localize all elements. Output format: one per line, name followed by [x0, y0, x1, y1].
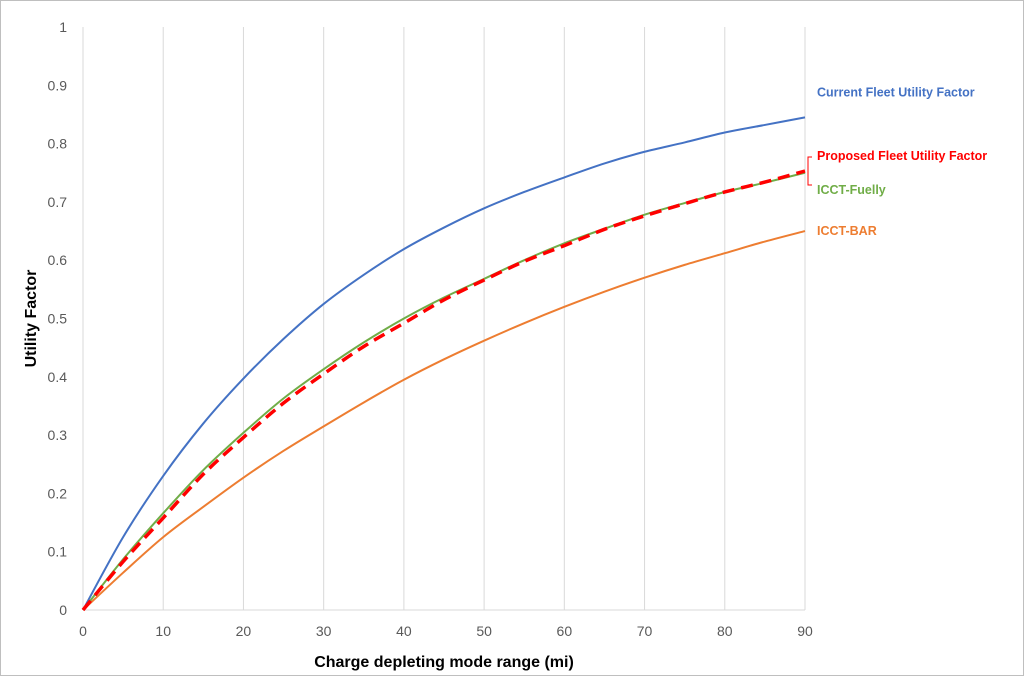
- x-tick-label: 50: [476, 623, 492, 639]
- series-label: Current Fleet Utility Factor: [817, 85, 975, 99]
- series-lines: [81, 116, 806, 612]
- y-axis-title: Utility Factor: [23, 270, 40, 368]
- x-tick-label: 70: [637, 623, 653, 639]
- y-tick-label: 0.7: [48, 194, 68, 210]
- series-label: ICCT-BAR: [817, 224, 877, 238]
- series-line-current-fleet-utility-factor: [82, 116, 806, 611]
- series-label: Proposed Fleet Utility Factor: [817, 149, 987, 163]
- label-leader: [807, 156, 812, 186]
- y-tick-label: 0.2: [48, 485, 68, 501]
- series-label: ICCT-Fuelly: [817, 183, 886, 197]
- y-tick-label: 1: [59, 19, 67, 35]
- y-tick-label: 0.4: [48, 369, 68, 385]
- series-line-icct-fuelly: [82, 171, 806, 611]
- y-tick-label: 0.6: [48, 252, 68, 268]
- series-labels: Current Fleet Utility Factor Proposed Fle…: [807, 85, 987, 238]
- grid-lines: [162, 27, 806, 610]
- x-tick-label: 40: [396, 623, 412, 639]
- y-tick-label: 0.9: [48, 77, 68, 93]
- x-tick-label: 10: [155, 623, 171, 639]
- x-tick-label: 80: [717, 623, 733, 639]
- y-tick-label: 0.8: [48, 136, 68, 152]
- axes: 0 10 20 30 40 50 60 70 80 90 0 0.1 0.2 0.3 0.4 0.5 0.6 0.…: [48, 19, 813, 639]
- x-tick-label: 30: [316, 623, 332, 639]
- x-tick-label: 20: [236, 623, 252, 639]
- x-axis-title: Charge depleting mode range (mi): [314, 654, 574, 671]
- series-line-icct-bar: [82, 230, 806, 611]
- x-tick-label: 60: [557, 623, 573, 639]
- y-tick-label: 0: [59, 602, 67, 618]
- y-tick-label: 0.5: [48, 311, 68, 327]
- series-line-proposed-fleet-utility-factor: [81, 169, 806, 612]
- x-tick-label: 0: [79, 623, 87, 639]
- y-tick-label: 0.1: [48, 544, 68, 560]
- y-tick-label: 0.3: [48, 427, 68, 443]
- x-tick-label: 90: [797, 623, 813, 639]
